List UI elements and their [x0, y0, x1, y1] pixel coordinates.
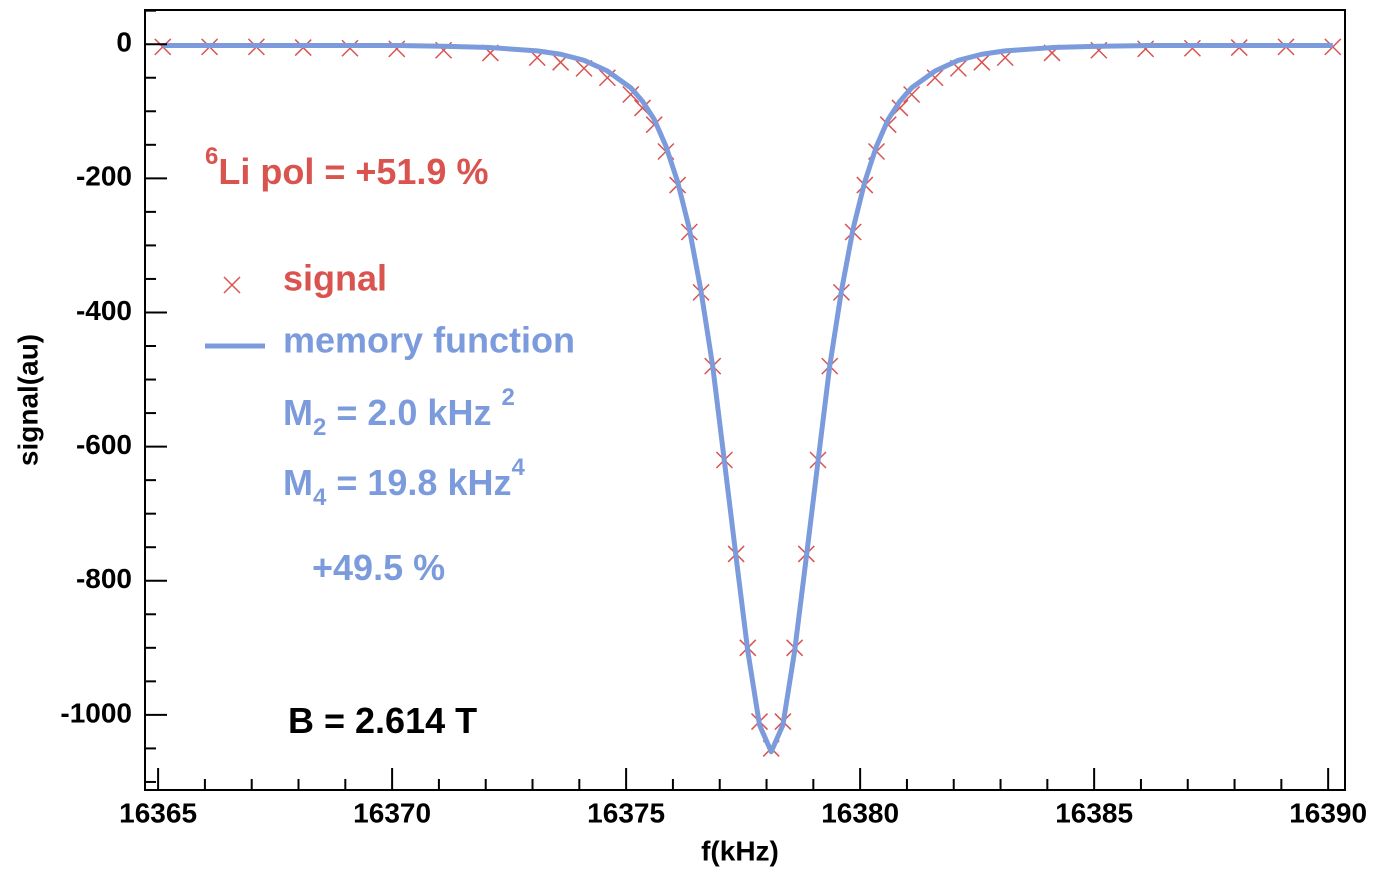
annotation-part: = 19.8 kHz [326, 462, 511, 503]
annotation-part: B = 2.614 T [288, 700, 477, 741]
x-tick-label: 16385 [1055, 797, 1133, 828]
y-axis-title: signal(au) [12, 334, 43, 466]
signal-point [1183, 39, 1201, 57]
y-tick-label: 0 [116, 27, 132, 58]
annotation-part: +49.5 % [312, 547, 445, 588]
y-tick-label: -400 [76, 295, 132, 326]
signal-point [903, 85, 921, 104]
annotation: M2 = 2.0 kHz 2 [283, 384, 515, 441]
x-tick-label: 16365 [119, 797, 197, 828]
annotation-part: 4 [313, 484, 327, 511]
legend-marker [223, 276, 241, 294]
annotation-part: Li pol = +51.9 % [218, 151, 488, 192]
x-tick-label: 16375 [587, 797, 665, 828]
x-axis-title: f(kHz) [701, 835, 779, 866]
x-tick-label: 16380 [821, 797, 899, 828]
annotation-part: 4 [511, 454, 525, 481]
y-tick-label: -1000 [60, 697, 132, 728]
annotation: 6Li pol = +51.9 % [205, 143, 488, 191]
annotation-part: M [283, 462, 313, 503]
legend-label: signal [283, 258, 387, 299]
fit-line [162, 43, 1333, 755]
x-tick-label: 16390 [1289, 797, 1367, 828]
plot-area [154, 38, 1342, 757]
annotation: M4 = 19.8 kHz4 [283, 454, 525, 511]
annotation: +49.5 % [312, 547, 445, 588]
plot-frame [144, 9, 1346, 791]
y-tick-label: -600 [76, 429, 132, 460]
signal-point [622, 85, 640, 104]
annotation: B = 2.614 T [288, 700, 477, 741]
annotation-part: 2 [501, 384, 514, 411]
legend-label: memory function [283, 320, 575, 361]
signal-point [341, 39, 359, 57]
y-tick-label: -800 [76, 563, 132, 594]
x-tick-label: 16370 [353, 797, 431, 828]
y-tick-label: -200 [76, 161, 132, 192]
annotation-part: M [283, 392, 313, 433]
annotation-part: 6 [205, 143, 218, 170]
annotation-part: 2 [313, 414, 326, 441]
annotation-part: = 2.0 kHz [326, 392, 501, 433]
